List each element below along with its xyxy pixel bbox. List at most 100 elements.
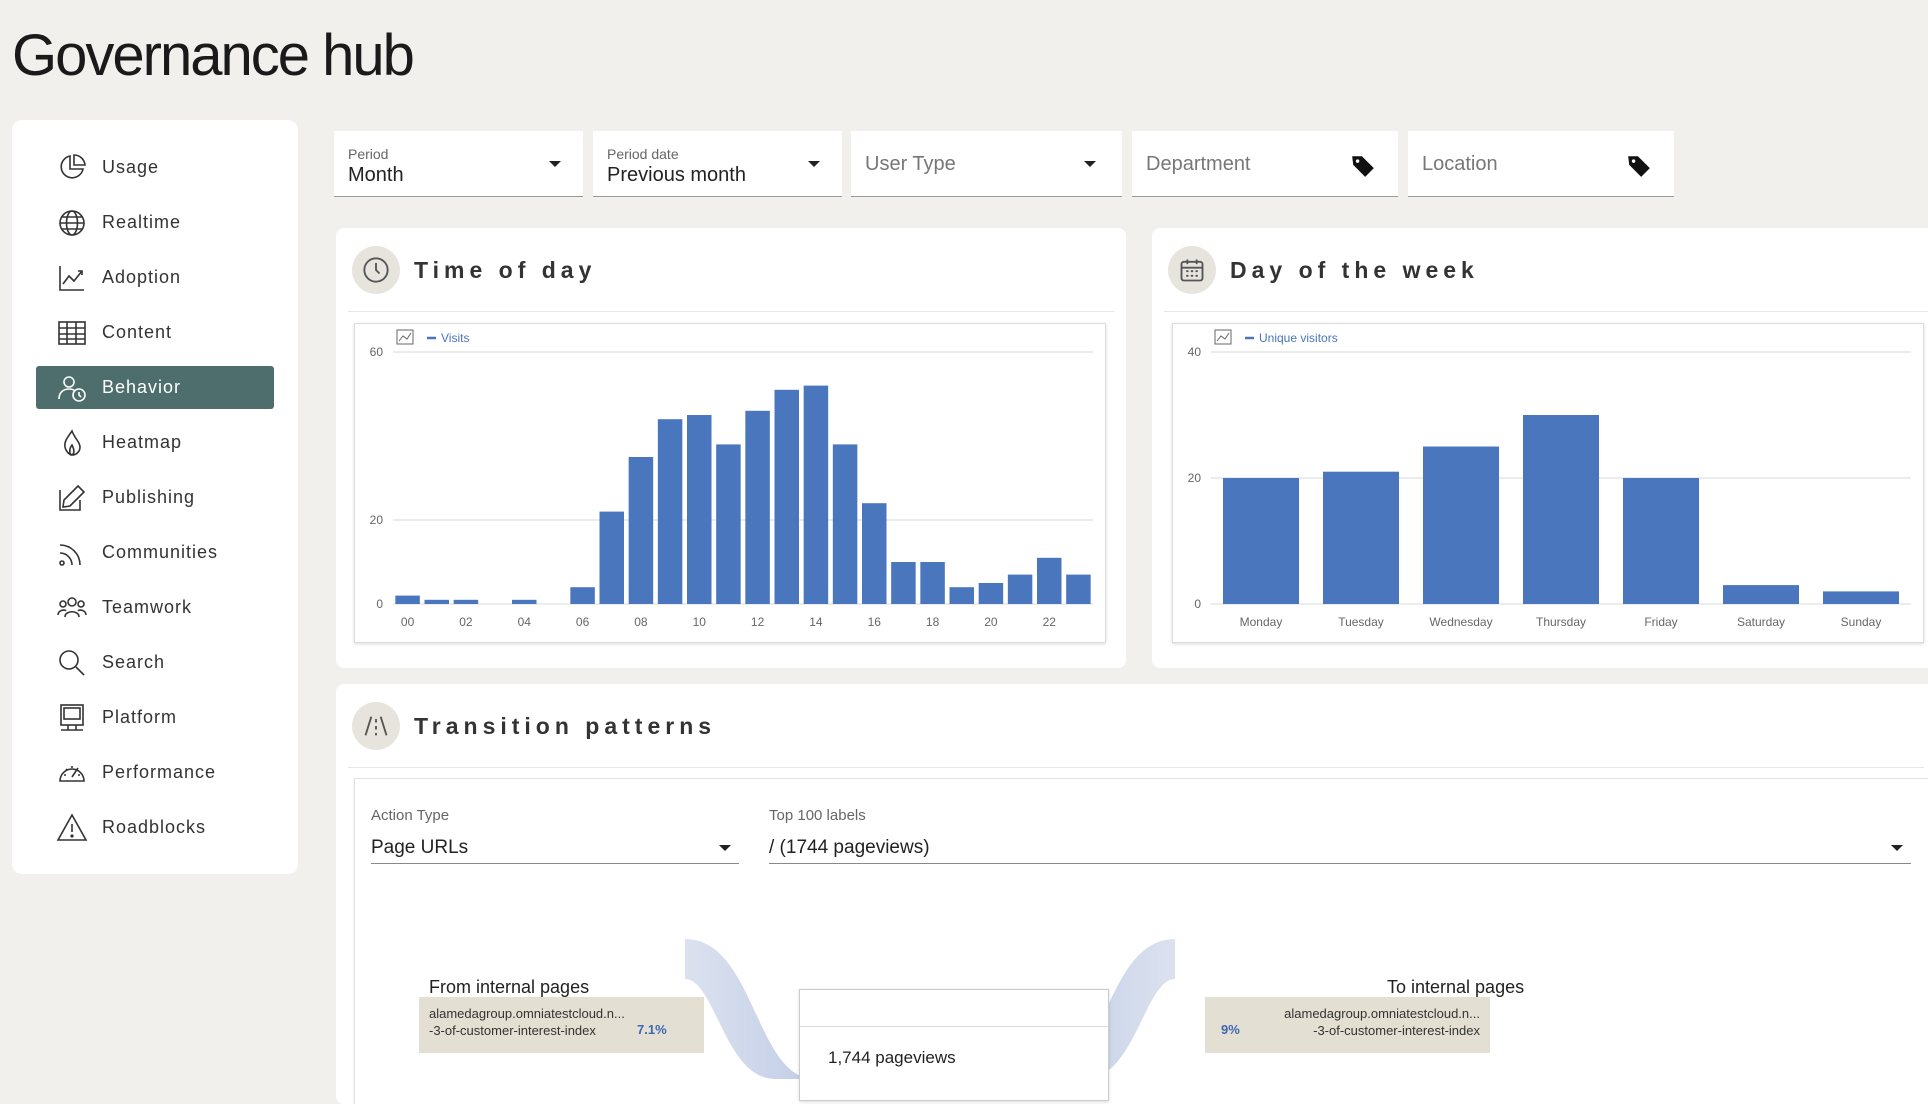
sidebar-item-label: Adoption — [102, 267, 182, 287]
bar-20[interactable] — [978, 583, 1004, 604]
to-page-item[interactable]: alamedagroup.omniatestcloud.n... -3-of-c… — [1205, 997, 1490, 1053]
center-pageviews-box: 1,744 pageviews — [799, 989, 1109, 1101]
period-label: Period — [348, 146, 389, 162]
bar-Friday[interactable] — [1623, 478, 1699, 604]
bar-11[interactable] — [716, 444, 741, 604]
action-type-select[interactable]: Action Type Page URLs — [371, 807, 739, 864]
flame-icon — [56, 427, 88, 459]
period-select[interactable]: Period Month — [334, 131, 583, 197]
sidebar-item-teamwork[interactable]: Teamwork — [36, 586, 274, 629]
y-tick-label: 0 — [376, 597, 383, 611]
y-tick-label: 60 — [370, 345, 384, 359]
bar-12[interactable] — [745, 410, 770, 604]
bar-Monday[interactable] — [1223, 478, 1299, 604]
warning-icon — [56, 812, 88, 844]
sidebar-item-performance[interactable]: Performance — [36, 751, 274, 794]
to-internal-title: To internal pages — [1387, 977, 1525, 997]
bar-Saturday[interactable] — [1723, 585, 1799, 604]
bar-23[interactable] — [1066, 574, 1091, 604]
top-labels-label: Top 100 labels — [769, 807, 866, 824]
sidebar-item-label: Content — [102, 322, 173, 342]
bar-Wednesday[interactable] — [1423, 446, 1499, 605]
period-date-select[interactable]: Period date Previous month — [593, 131, 842, 197]
user-type-select[interactable]: User Type — [851, 131, 1122, 197]
bar-06[interactable] — [570, 587, 595, 604]
bar-16[interactable] — [862, 503, 887, 604]
action-type-value: Page URLs — [371, 837, 469, 858]
sidebar-item-search[interactable]: Search — [36, 641, 274, 684]
chart-type-icon[interactable] — [396, 329, 414, 345]
bar-15[interactable] — [832, 444, 858, 604]
chevron-down-icon — [719, 845, 731, 851]
x-tick-label: 02 — [459, 615, 473, 629]
sidebar-item-behavior[interactable]: Behavior — [36, 366, 274, 409]
bar-07[interactable] — [599, 511, 625, 604]
sidebar-item-label: Realtime — [102, 212, 182, 232]
pie-chart-icon — [56, 152, 88, 184]
sidebar-item-publishing[interactable]: Publishing — [36, 476, 274, 519]
action-type-label: Action Type — [371, 807, 450, 824]
x-tick-label: Friday — [1644, 615, 1677, 629]
bar-01[interactable] — [424, 599, 450, 604]
department-filter[interactable]: Department — [1132, 131, 1398, 197]
sidebar-item-label: Heatmap — [102, 432, 183, 452]
bar-Thursday[interactable] — [1523, 415, 1599, 604]
x-tick-label: 10 — [693, 615, 707, 629]
sidebar-item-usage[interactable]: Usage — [36, 146, 274, 189]
sidebar-item-roadblocks[interactable]: Roadblocks — [36, 806, 274, 849]
sidebar: Usage Realtime Adoption Content Behavior Heat… — [12, 120, 298, 874]
chart-type-icon[interactable] — [1214, 329, 1232, 345]
bar-Sunday[interactable] — [1823, 591, 1899, 604]
sidebar-item-content[interactable]: Content — [36, 311, 274, 354]
bar-21[interactable] — [1007, 574, 1033, 604]
bar-22[interactable] — [1037, 557, 1062, 604]
bar-14[interactable] — [803, 385, 829, 604]
day-of-week-chart: Unique visitors 0 20 40 Monday Tuesday Wednesd… — [1172, 323, 1924, 643]
bar-00[interactable] — [395, 595, 420, 604]
x-tick-label: Saturday — [1737, 615, 1785, 629]
bar-17[interactable] — [891, 562, 916, 604]
bar-19[interactable] — [949, 587, 975, 604]
from-page-item[interactable]: alamedagroup.omniatestcloud.n... -3-of-c… — [419, 997, 704, 1053]
bar-13[interactable] — [774, 389, 800, 604]
clock-icon — [352, 246, 400, 294]
y-tick-label: 40 — [1188, 345, 1202, 359]
time-of-day-chart: Visits 0 20 60 00 02 04 06 08 10 12 14 16 18 20 22 — [354, 323, 1106, 643]
x-tick-label: 20 — [984, 615, 998, 629]
bar-18[interactable] — [920, 562, 945, 604]
transition-panel: Action Type Page URLs Top 100 labels / (… — [354, 778, 1928, 1104]
chevron-down-icon — [1084, 161, 1096, 167]
tag-icon — [1352, 156, 1374, 177]
bar-08[interactable] — [628, 457, 654, 604]
tag-icon — [1628, 156, 1650, 177]
sidebar-item-heatmap[interactable]: Heatmap — [36, 421, 274, 464]
sidebar-item-label: Communities — [102, 542, 219, 562]
sidebar-item-adoption[interactable]: Adoption — [36, 256, 274, 299]
globe-icon — [56, 207, 88, 239]
search-icon — [56, 647, 88, 679]
monitor-icon — [56, 702, 88, 734]
sidebar-item-label: Teamwork — [102, 597, 193, 617]
from-internal-title: From internal pages — [429, 977, 590, 997]
x-tick-label: 16 — [868, 615, 882, 629]
y-tick-label: 0 — [1194, 597, 1201, 611]
legend-label: Unique visitors — [1259, 331, 1338, 345]
bar-09[interactable] — [657, 419, 683, 604]
sidebar-item-label: Performance — [102, 762, 217, 782]
bar-10[interactable] — [687, 415, 712, 604]
chevron-down-icon — [1891, 845, 1903, 851]
bar-Tuesday[interactable] — [1323, 471, 1399, 604]
sidebar-item-realtime[interactable]: Realtime — [36, 201, 274, 244]
sidebar-item-communities[interactable]: Communities — [36, 531, 274, 574]
top-labels-select[interactable]: Top 100 labels / (1744 pageviews) — [769, 807, 1911, 864]
bar-02[interactable] — [453, 599, 479, 604]
chevron-down-icon — [549, 161, 561, 167]
chart-legend: Unique visitors — [1214, 329, 1338, 345]
bar-04[interactable] — [512, 599, 537, 604]
sidebar-item-platform[interactable]: Platform — [36, 696, 274, 739]
x-tick-label: 00 — [401, 615, 415, 629]
flow-ribbons — [685, 939, 1175, 1079]
to-pct: 9% — [1221, 1022, 1240, 1037]
sidebar-item-label: Search — [102, 652, 166, 672]
location-filter[interactable]: Location — [1408, 131, 1674, 197]
